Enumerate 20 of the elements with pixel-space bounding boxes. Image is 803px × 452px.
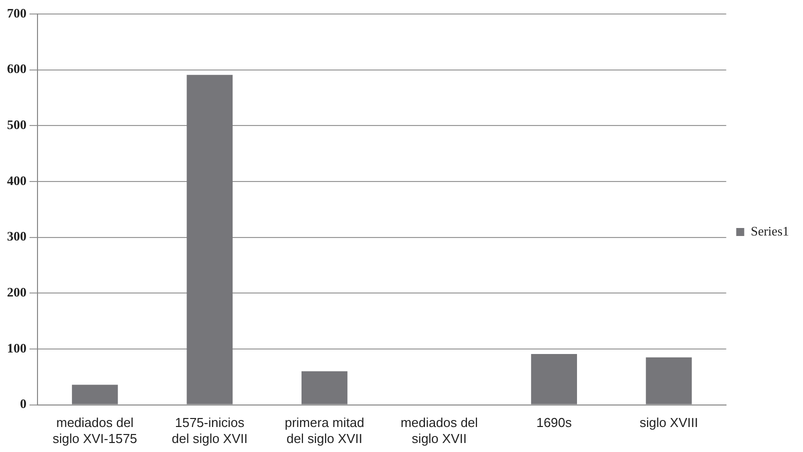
- bar: [302, 371, 348, 404]
- y-tick-label: 600: [7, 61, 26, 76]
- y-tick-label: 700: [7, 5, 26, 20]
- bar: [646, 357, 692, 404]
- x-tick-label: mediados del siglo XVI-1575: [52, 415, 138, 446]
- bar: [186, 74, 233, 404]
- x-tick-label: 1575-inicios del siglo XVII: [172, 415, 248, 446]
- bar: [72, 384, 118, 404]
- x-tick-label: 1690s: [536, 415, 572, 430]
- bar: [531, 354, 578, 404]
- y-tick-label: 200: [7, 284, 26, 300]
- x-tick-label: siglo XVIII: [640, 415, 698, 430]
- y-tick-label: 400: [7, 172, 26, 188]
- x-tick-label: primera mitad del siglo XVII: [284, 415, 364, 446]
- x-tick-label: mediados del siglo XVII: [400, 415, 478, 446]
- y-tick-label: 0: [20, 396, 26, 412]
- y-tick-label: 100: [7, 340, 26, 356]
- y-tick-label: 300: [7, 228, 26, 244]
- legend-label: Series1: [750, 223, 790, 238]
- y-tick-label: 500: [7, 117, 26, 132]
